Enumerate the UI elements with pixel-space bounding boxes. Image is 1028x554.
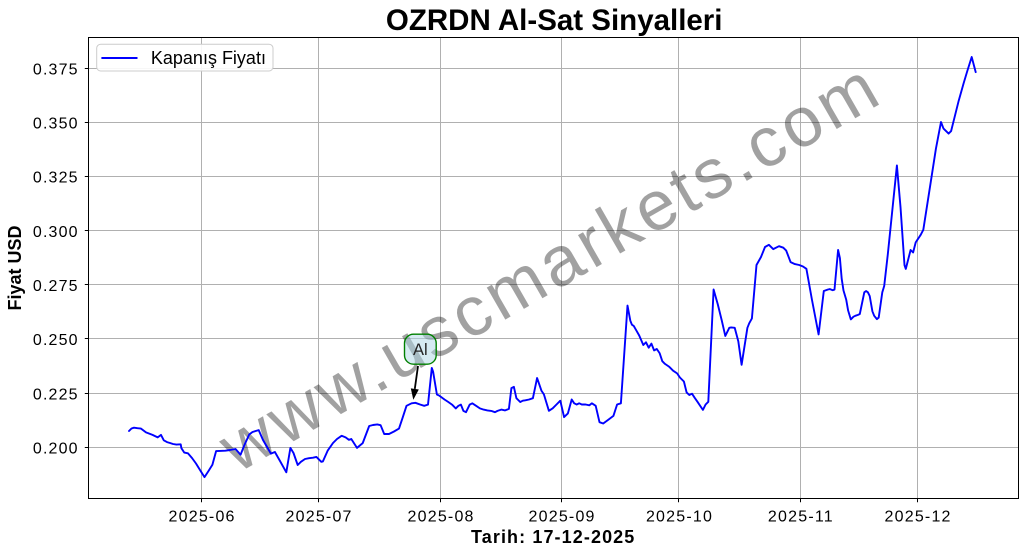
svg-text:0.275: 0.275	[33, 278, 79, 295]
svg-text:2025-08: 2025-08	[408, 508, 475, 525]
svg-text:0.325: 0.325	[33, 170, 79, 187]
svg-text:2025-12: 2025-12	[885, 508, 952, 525]
svg-text:Fiyat USD: Fiyat USD	[5, 225, 25, 310]
svg-text:OZRDN Al-Sat Sinyalleri: OZRDN Al-Sat Sinyalleri	[386, 4, 723, 37]
svg-text:2025-11: 2025-11	[768, 508, 834, 525]
svg-text:0.200: 0.200	[33, 441, 79, 458]
svg-text:Kapanış Fiyatı: Kapanış Fiyatı	[151, 48, 266, 68]
svg-text:2025-09: 2025-09	[529, 508, 596, 525]
svg-text:Al: Al	[413, 341, 428, 359]
svg-text:0.350: 0.350	[33, 115, 79, 132]
svg-text:0.225: 0.225	[33, 386, 79, 403]
svg-text:0.300: 0.300	[33, 224, 79, 241]
svg-text:0.375: 0.375	[33, 61, 79, 78]
svg-text:2025-06: 2025-06	[169, 508, 236, 525]
svg-text:2025-10: 2025-10	[646, 508, 713, 525]
svg-text:2025-07: 2025-07	[286, 508, 353, 525]
svg-text:Tarih: 17-12-2025: Tarih: 17-12-2025	[471, 527, 635, 547]
svg-text:0.250: 0.250	[33, 332, 79, 349]
